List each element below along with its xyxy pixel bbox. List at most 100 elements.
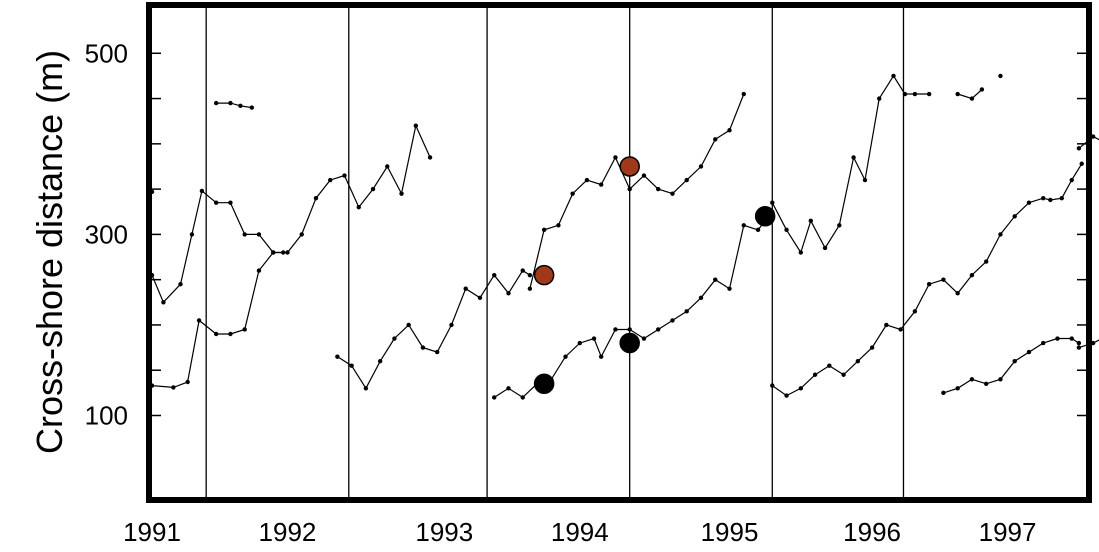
series-point <box>955 91 960 97</box>
series-point <box>570 191 575 196</box>
series-point <box>385 164 390 169</box>
series-point <box>527 286 533 291</box>
series-point <box>784 227 789 233</box>
highlight-markers <box>533 156 776 395</box>
series-point <box>299 232 304 237</box>
series-point <box>822 245 828 251</box>
series-point <box>213 331 219 337</box>
series-point <box>869 345 875 350</box>
series-point <box>808 218 813 224</box>
series-point <box>1055 336 1060 341</box>
series-point <box>613 327 618 332</box>
series-point <box>213 100 219 106</box>
series-point <box>238 103 243 109</box>
series-point <box>506 291 511 296</box>
series-point <box>955 386 960 391</box>
series-point <box>770 383 775 388</box>
series-point <box>884 322 889 328</box>
series-point <box>798 386 804 391</box>
series-line <box>529 93 745 289</box>
series-point <box>812 372 818 377</box>
series-point <box>641 173 647 178</box>
series-point <box>584 177 590 183</box>
highlight-marker <box>754 206 776 227</box>
series-point <box>370 186 376 192</box>
year-dividers <box>205 8 905 497</box>
series-point <box>784 393 789 398</box>
series-point <box>713 277 718 282</box>
series-point <box>798 250 804 255</box>
series-point <box>178 281 183 287</box>
series-line <box>771 163 1083 397</box>
y-axis-ticks: 100 300 500 <box>85 38 1089 431</box>
series-point <box>684 309 689 314</box>
series-point <box>926 281 932 287</box>
series-point <box>969 272 975 278</box>
series-point <box>577 340 582 346</box>
series-point <box>670 318 675 323</box>
series-line <box>337 269 531 390</box>
series-line <box>771 74 930 254</box>
series-point <box>256 268 262 273</box>
series-point <box>656 186 661 192</box>
series-point <box>1012 214 1017 219</box>
series-point <box>941 277 946 282</box>
series-point <box>149 189 155 195</box>
series-point <box>520 395 525 400</box>
series-line <box>943 337 1080 394</box>
series-point <box>641 336 647 341</box>
series-point <box>149 383 155 388</box>
series-point <box>851 155 856 160</box>
x-axis-tick-labels: 1991 1992 1993 1994 1995 1996 1997 <box>123 517 1036 547</box>
x-tick-label: 1997 <box>979 517 1037 547</box>
highlight-marker <box>533 264 555 286</box>
series-point <box>855 358 861 364</box>
series-point <box>242 232 247 237</box>
series-point <box>837 223 842 228</box>
series-point <box>335 354 340 359</box>
x-tick-label: 1994 <box>551 517 609 547</box>
series-point <box>670 191 675 196</box>
series-point <box>598 182 604 187</box>
series-point <box>1076 340 1082 346</box>
series-point <box>189 232 195 237</box>
series-point <box>228 331 233 337</box>
series-point <box>1076 146 1082 151</box>
series-point <box>434 349 440 355</box>
series-point <box>520 268 525 273</box>
series-point <box>912 309 918 314</box>
x-tick-label: 1995 <box>701 517 759 547</box>
series-point <box>199 188 205 194</box>
series-point <box>891 73 896 79</box>
series-point <box>698 164 704 169</box>
y-tick-label: 100 <box>85 401 128 431</box>
series-point <box>1026 200 1032 205</box>
series-point <box>1026 349 1032 355</box>
series-point <box>256 232 262 237</box>
series-point <box>627 186 632 192</box>
series-point <box>185 379 190 385</box>
series-point <box>527 272 533 278</box>
series-point <box>313 195 319 201</box>
series-line <box>957 89 983 100</box>
series-point <box>969 96 975 101</box>
series-point <box>1090 134 1096 139</box>
series-point <box>841 372 846 377</box>
series-point <box>563 354 568 359</box>
plot-frame <box>146 2 1092 503</box>
series-point <box>413 123 419 128</box>
series-point <box>713 137 718 142</box>
series-point <box>727 286 732 291</box>
highlight-marker <box>619 156 640 177</box>
series-point <box>406 322 411 328</box>
y-tick-label: 500 <box>85 38 128 68</box>
series-line <box>151 123 431 304</box>
series-point <box>1041 340 1046 346</box>
series-point <box>328 177 333 183</box>
series-point <box>926 91 932 97</box>
y-axis-title: Cross-shore distance (m) <box>29 50 70 454</box>
series-point <box>656 327 661 332</box>
series-point <box>213 200 219 205</box>
series-point <box>228 100 233 106</box>
series-point <box>902 91 908 97</box>
